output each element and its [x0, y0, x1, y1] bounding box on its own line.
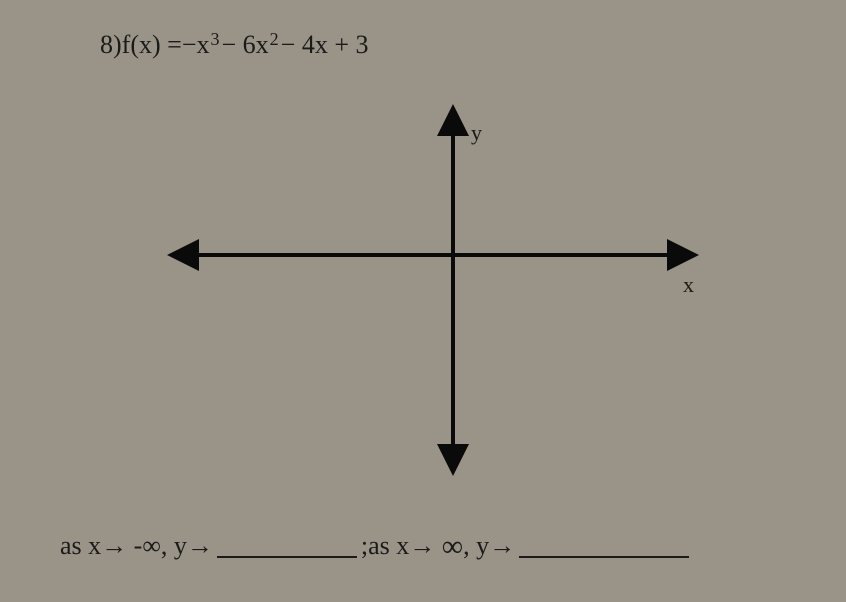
end-behavior-prompt: as x → -∞ , y → ; as x → ∞ , y →	[60, 528, 806, 562]
eb-pos-inf-text: ∞	[442, 530, 463, 564]
term2-exp: 2	[270, 29, 279, 50]
equation-lhs: f(x) =	[122, 30, 182, 60]
eb-part1-as-x: as x	[60, 531, 101, 561]
eb-neg-inf-text: -∞	[134, 531, 161, 561]
term1-coef: −x	[182, 30, 210, 60]
eb-semicolon: ;	[361, 531, 368, 561]
arrow-icon: →	[409, 531, 435, 561]
function-equation: f(x) = −x 3 − 6x 2 − 4x + 3	[122, 30, 369, 60]
y-axis-label: y	[471, 120, 482, 145]
axes-svg: y x	[143, 100, 703, 480]
term2-coef: − 6x	[221, 30, 268, 60]
answer-blank-2[interactable]	[519, 556, 689, 558]
worksheet-page: 8) f(x) = −x 3 − 6x 2 − 4x + 3 y x	[0, 0, 846, 602]
answer-blank-1[interactable]	[217, 556, 357, 558]
problem-number: 8)	[100, 30, 122, 60]
eb-comma-y1: , y	[161, 531, 187, 561]
eb-part2-as-x: as x	[368, 531, 409, 561]
coordinate-plane: y x	[143, 100, 703, 480]
arrow-icon: →	[101, 531, 127, 561]
term3: − 4x + 3	[281, 30, 369, 60]
problem-header: 8) f(x) = −x 3 − 6x 2 − 4x + 3	[100, 30, 786, 60]
eb-comma-y2: , y	[463, 531, 489, 561]
arrow-icon: →	[187, 531, 213, 561]
term1-exp: 3	[210, 29, 219, 50]
x-axis-label: x	[683, 272, 694, 297]
arrow-icon: →	[489, 531, 515, 561]
